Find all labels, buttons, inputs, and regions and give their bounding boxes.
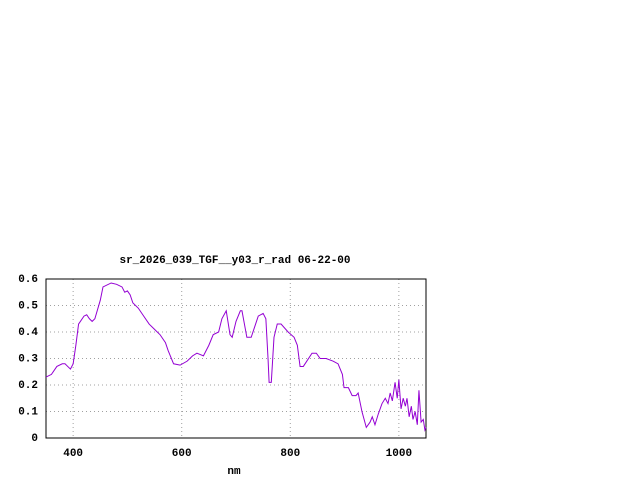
x-tick-label: 600 (172, 448, 192, 460)
y-tick-label: 0.1 (18, 406, 38, 418)
chart-title: sr_2026_039_TGF__y03_r_rad 06-22-00 (119, 255, 350, 267)
y-tick-label: 0.5 (18, 300, 38, 312)
x-tick-label: 400 (63, 448, 83, 460)
x-tick-label: 800 (280, 448, 300, 460)
data-line (45, 282, 427, 432)
y-tick-label: 0 (31, 433, 38, 445)
y-tick-label: 0.6 (18, 274, 38, 286)
y-tick-label: 0.3 (18, 353, 38, 365)
y-tick-label: 0.4 (18, 327, 38, 339)
x-axis-label: nm (227, 466, 241, 478)
plot-border (45, 278, 427, 439)
y-tick-label: 0.2 (18, 380, 38, 392)
x-tick-label: 1000 (386, 448, 412, 460)
